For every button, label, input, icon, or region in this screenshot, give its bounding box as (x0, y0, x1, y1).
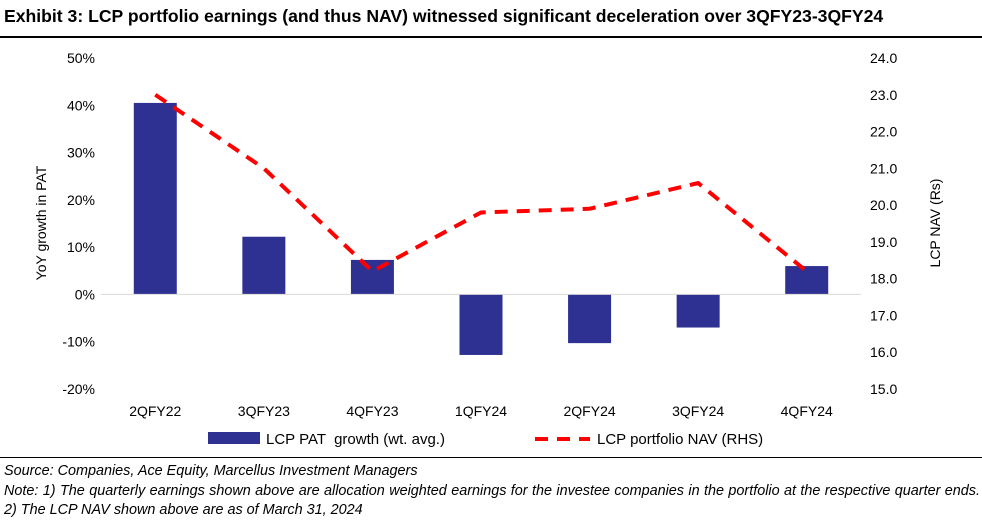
x-tick-label: 2QFY24 (564, 403, 616, 419)
left-tick-label: 10% (67, 239, 95, 255)
right-tick-label: 24.0 (870, 50, 897, 66)
right-axis: 24.0 23.0 22.0 21.0 20.0 19.0 18.0 17.0 16.0 15.0 (870, 50, 897, 397)
legend: LCP PAT growth (wt. avg.) LCP portfolio … (208, 431, 763, 448)
left-tick-label: 30% (67, 145, 95, 161)
chart-title: Exhibit 3: LCP portfolio earnings (and t… (4, 6, 884, 26)
legend-line-label: LCP portfolio NAV (RHS) (597, 431, 763, 448)
right-tick-label: 20.0 (870, 197, 897, 213)
left-tick-label: 0% (75, 286, 95, 302)
right-tick-label: 22.0 (870, 124, 897, 140)
bar-3QFY24 (676, 294, 720, 328)
right-tick-label: 21.0 (870, 160, 897, 176)
right-tick-label: 16.0 (870, 344, 897, 360)
x-tick-label: 3QFY23 (238, 403, 290, 419)
source-note: Source: Companies, Ace Equity, Marcellus… (4, 463, 418, 479)
right-tick-label: 23.0 (870, 87, 897, 103)
left-tick-label: 40% (67, 97, 95, 113)
left-axis-label: YoY growth in PAT (33, 165, 49, 280)
right-tick-label: 18.0 (870, 271, 897, 287)
title-divider (0, 36, 982, 38)
right-tick-label: 19.0 (870, 234, 897, 250)
x-axis: 2QFY22 3QFY23 4QFY23 1QFY24 2QFY24 3QFY24 4QFY… (129, 403, 833, 419)
x-tick-label: 4QFY24 (781, 403, 833, 419)
right-tick-label: 15.0 (870, 381, 897, 397)
bar-1QFY24 (459, 294, 503, 355)
bar-2QFY24 (568, 294, 612, 344)
chart: 50% 40% 30% 20% 10% 0% -10% -20% 24.0 23.0 22.0 21… (33, 50, 943, 448)
bar-4QFY24 (785, 266, 829, 295)
footnotes: Source: Companies, Ace Equity, Marcellus… (4, 462, 980, 521)
legend-bar-label: LCP PAT growth (wt. avg.) (266, 431, 445, 448)
left-tick-label: -10% (62, 334, 95, 350)
x-tick-label: 3QFY24 (672, 403, 724, 419)
bar-series (133, 102, 829, 355)
x-tick-label: 2QFY22 (129, 403, 181, 419)
x-tick-label: 1QFY24 (455, 403, 507, 419)
right-tick-label: 17.0 (870, 307, 897, 323)
footer-divider (0, 457, 982, 458)
legend-bar-swatch (208, 432, 260, 444)
left-tick-label: -20% (62, 381, 95, 397)
x-tick-label: 4QFY23 (346, 403, 398, 419)
right-axis-label: LCP NAV (Rs) (927, 179, 943, 268)
left-axis: 50% 40% 30% 20% 10% 0% -10% -20% (62, 50, 95, 397)
bar-3QFY23 (242, 236, 286, 295)
nav-line-series (154, 93, 808, 274)
left-tick-label: 50% (67, 50, 95, 66)
explanatory-note: Note: 1) The quarterly earnings shown ab… (4, 482, 980, 519)
bar-2QFY22 (133, 102, 177, 295)
left-tick-label: 20% (67, 192, 95, 208)
